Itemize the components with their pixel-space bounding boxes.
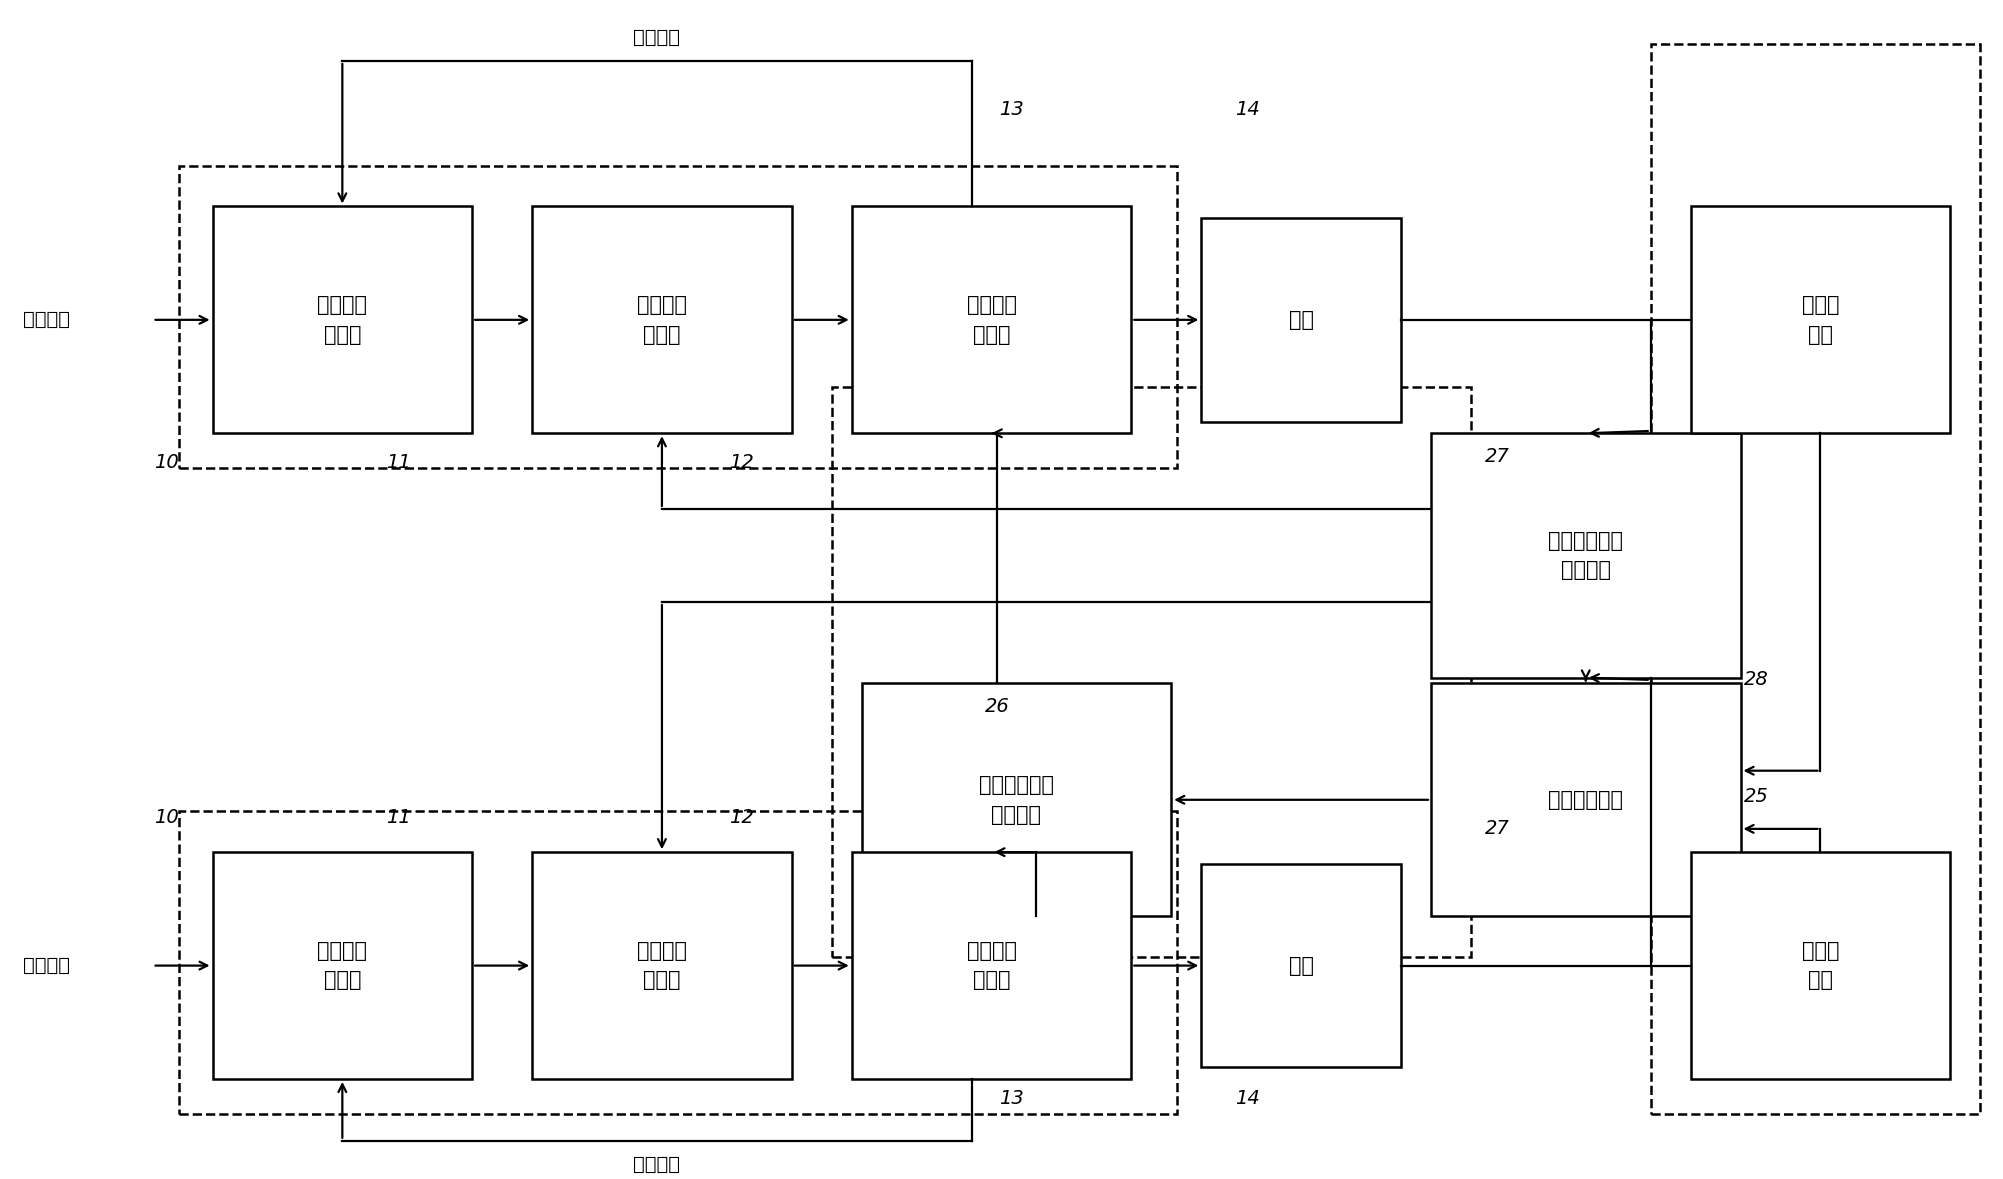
Text: 26: 26: [985, 697, 1010, 716]
Text: 12: 12: [729, 808, 755, 826]
Text: 11: 11: [387, 453, 411, 472]
FancyBboxPatch shape: [861, 684, 1172, 916]
Text: 14: 14: [1234, 1089, 1260, 1108]
Text: 13: 13: [999, 1089, 1024, 1108]
Text: 25: 25: [1745, 786, 1769, 805]
Text: 28: 28: [1745, 671, 1769, 690]
Text: 14: 14: [1234, 100, 1260, 119]
Text: 电机: 电机: [1288, 956, 1314, 975]
Text: 11: 11: [387, 808, 411, 826]
Text: 27: 27: [1484, 447, 1508, 466]
Text: 应力检测单元: 应力检测单元: [1548, 790, 1622, 810]
Text: 位置控制
子单元: 位置控制 子单元: [316, 941, 367, 990]
Text: 位置控制
子单元: 位置控制 子单元: [316, 295, 367, 344]
FancyBboxPatch shape: [212, 852, 473, 1079]
FancyBboxPatch shape: [1202, 218, 1400, 422]
FancyBboxPatch shape: [851, 852, 1132, 1079]
FancyBboxPatch shape: [1430, 433, 1741, 678]
FancyBboxPatch shape: [1691, 852, 1951, 1079]
Text: 13: 13: [999, 100, 1024, 119]
Text: 12: 12: [729, 453, 755, 472]
FancyBboxPatch shape: [533, 206, 791, 433]
Text: 位置指令: 位置指令: [22, 956, 70, 975]
Text: 应力传
感器: 应力传 感器: [1803, 941, 1839, 990]
FancyBboxPatch shape: [1430, 684, 1741, 916]
Text: 电流控制
子单元: 电流控制 子单元: [967, 941, 1016, 990]
Text: 速度控制
子单元: 速度控制 子单元: [637, 941, 687, 990]
Text: 速度控制
子单元: 速度控制 子单元: [637, 295, 687, 344]
Text: 位置反馈: 位置反馈: [633, 28, 681, 47]
Text: 应力传
感器: 应力传 感器: [1803, 295, 1839, 344]
Text: 10: 10: [154, 808, 178, 826]
Text: 位置反馈: 位置反馈: [633, 1154, 681, 1173]
FancyBboxPatch shape: [533, 852, 791, 1079]
Text: 位置指令: 位置指令: [22, 310, 70, 329]
FancyBboxPatch shape: [212, 206, 473, 433]
Text: 位置交叉耦合
控制单元: 位置交叉耦合 控制单元: [1548, 531, 1622, 580]
Text: 应力交叉耦合
控制单元: 应力交叉耦合 控制单元: [979, 775, 1054, 824]
FancyBboxPatch shape: [1202, 864, 1400, 1067]
Text: 电流控制
子单元: 电流控制 子单元: [967, 295, 1016, 344]
Text: 27: 27: [1484, 819, 1508, 838]
FancyBboxPatch shape: [851, 206, 1132, 433]
Text: 10: 10: [154, 453, 178, 472]
FancyBboxPatch shape: [1691, 206, 1951, 433]
Text: 电机: 电机: [1288, 310, 1314, 330]
